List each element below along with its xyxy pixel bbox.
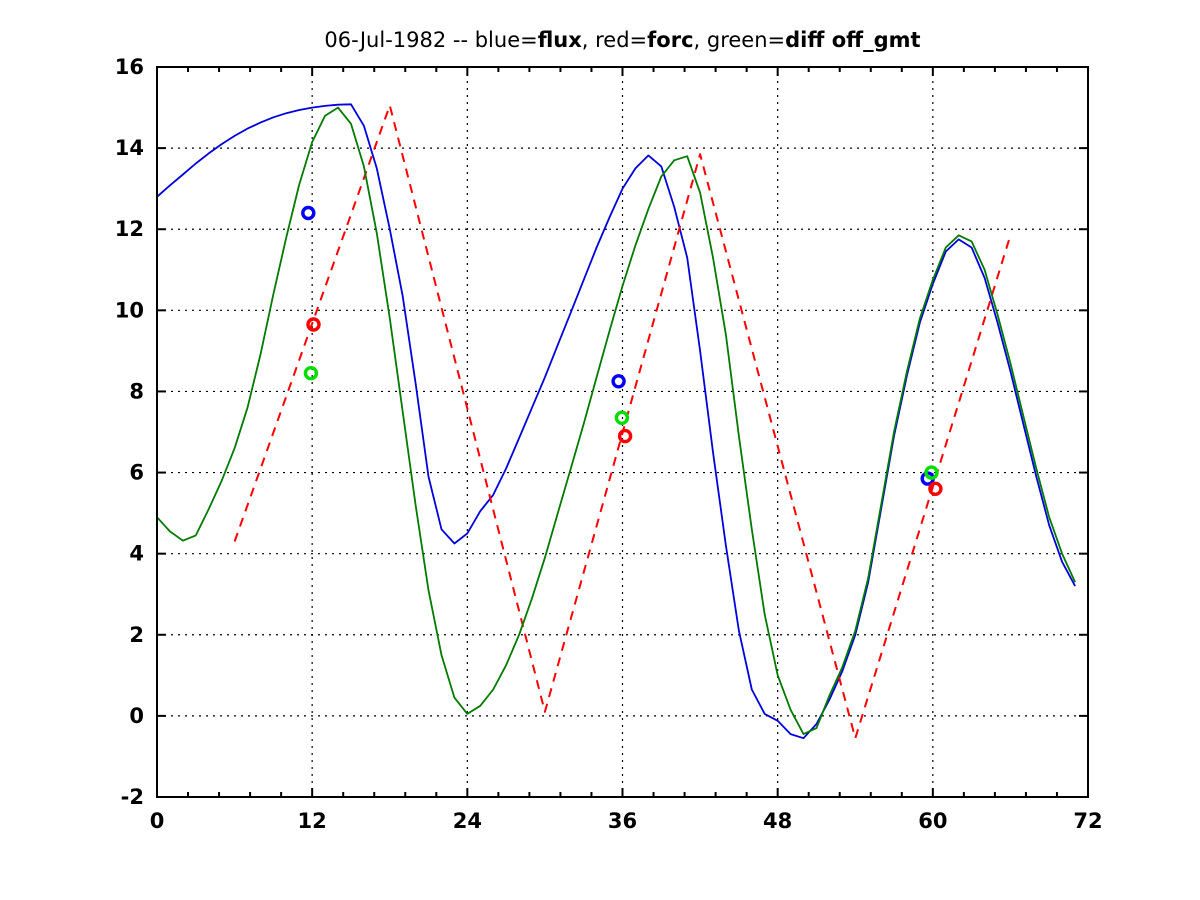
flux-marker [611, 374, 626, 389]
y-tick-label: 2 [129, 623, 144, 647]
x-tick-label: 0 [150, 809, 165, 833]
forc-marker [306, 317, 321, 332]
y-tick-label: 12 [115, 217, 144, 241]
y-tick-label: 16 [115, 55, 144, 79]
flux-marker [301, 205, 316, 221]
x-tick-label: 60 [918, 809, 947, 833]
y-tick-label: 14 [115, 136, 144, 160]
x-tick-label: 72 [1073, 809, 1102, 833]
chart-title-segment: , green= [693, 28, 786, 52]
chart-title-segment: , red= [581, 28, 648, 52]
diff-marker [924, 465, 939, 480]
y-tick-label: 0 [129, 704, 144, 728]
forc-marker [928, 481, 943, 496]
diff-marker [303, 366, 319, 381]
x-tick-label: 36 [608, 809, 637, 833]
y-tick-label: 6 [129, 461, 144, 485]
x-tick-label: 24 [453, 809, 482, 833]
x-tick-label: 12 [298, 809, 327, 833]
chart-title-segment: forc [647, 28, 694, 52]
chart-title-segment: diff off_gmt [785, 28, 921, 52]
chart-title-segment: flux [537, 28, 582, 52]
forc-marker [617, 428, 633, 444]
x-tick-label: 48 [763, 809, 792, 833]
y-tick-label: 10 [115, 298, 144, 322]
series-diff-line [156, 106, 1076, 735]
chart-title-segment: 06-Jul-1982 -- blue= [324, 28, 538, 52]
y-tick-label: 4 [129, 542, 144, 566]
y-tick-label: 8 [129, 379, 144, 403]
y-tick-label: -2 [121, 785, 144, 809]
diff-marker [614, 410, 630, 425]
chart-title: 06-Jul-1982 -- blue=flux, red=forc, gree… [157, 28, 1088, 52]
series-flux-line [156, 103, 1076, 740]
